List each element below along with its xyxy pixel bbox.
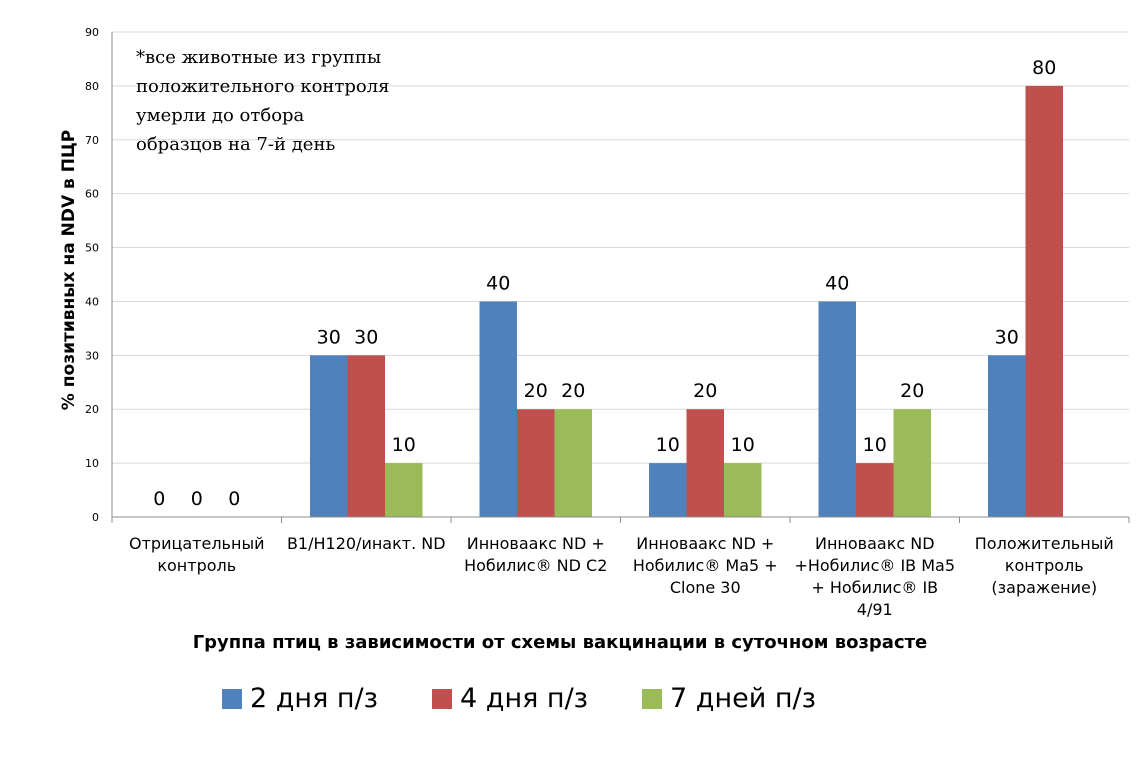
bar (686, 409, 724, 517)
bar (818, 301, 856, 517)
y-tick-label: 0 (92, 511, 99, 524)
bar (1025, 85, 1063, 517)
legend-label: 4 дня п/з (460, 683, 589, 714)
data-label: 10 (392, 434, 416, 456)
y-tick-label: 40 (85, 295, 99, 308)
bar (385, 463, 423, 517)
data-label: 20 (561, 380, 585, 402)
x-tick-label: Инноваакс ND + Нобилис® Ma5 + Clone 30 (632, 534, 778, 597)
y-tick-label: 10 (85, 457, 99, 470)
data-label: 0 (228, 488, 240, 510)
bar (517, 409, 555, 517)
y-tick-label: 70 (85, 134, 99, 147)
bars (310, 85, 1063, 517)
bar (649, 463, 687, 517)
data-label: 40 (486, 272, 510, 294)
x-tick-label: Положительный контроль (заражение) (974, 534, 1114, 597)
data-label: 30 (995, 326, 1019, 348)
bar (347, 355, 385, 517)
y-tick-label: 80 (85, 80, 99, 93)
bar (554, 409, 592, 517)
y-tick-label: 30 (85, 349, 99, 362)
x-tick-label: Отрицательный контроль (129, 534, 265, 575)
bar (856, 463, 894, 517)
bar (724, 463, 762, 517)
data-label: 40 (825, 272, 849, 294)
y-axis-label: % позитивных на NDV в ПЦР (59, 130, 79, 410)
data-label: 0 (153, 488, 165, 510)
legend-swatch (222, 688, 242, 709)
legend-item: 2 дня п/з (222, 683, 378, 714)
data-label: 30 (354, 326, 378, 348)
data-label: 0 (191, 488, 203, 510)
data-label: 20 (524, 380, 548, 402)
bar (479, 301, 517, 517)
y-axis-ticks: 0 10 20 30 40 50 60 70 80 90 (85, 26, 99, 524)
data-label: 10 (863, 434, 887, 456)
legend-swatch (642, 688, 663, 709)
x-axis-label: Группа птиц в зависимости от схемы вакци… (192, 632, 928, 653)
y-tick-label: 20 (85, 403, 99, 416)
axes (111, 32, 1130, 523)
data-label: 20 (900, 380, 924, 402)
data-label: 30 (317, 326, 341, 348)
legend: 2 дня п/з 4 дня п/з 7 дней п/з (222, 683, 870, 714)
gridlines (112, 31, 1129, 464)
bar (893, 409, 931, 517)
bar (310, 355, 348, 517)
data-labels: 0 0 0 30 30 10 40 20 20 10 20 10 40 10 20 30 80 (153, 57, 1056, 510)
data-label: 20 (693, 380, 717, 402)
legend-item: 4 дня п/з (432, 683, 588, 714)
legend-item: 7 дней п/з (642, 683, 816, 714)
x-tick-label: B1/H120/инакт. ND (286, 534, 446, 553)
y-tick-label: 50 (85, 242, 99, 255)
x-tick-label: Инноваакс ND +Нобилис® IB Ma5 + Нобилис®… (794, 534, 956, 619)
legend-label: 7 дней п/з (670, 683, 816, 714)
legend-label: 2 дня п/з (250, 683, 379, 714)
legend-swatch (432, 688, 453, 709)
data-label: 80 (1032, 57, 1056, 79)
chart-annotation: *все животные из группы положительного к… (136, 47, 390, 155)
y-tick-label: 90 (85, 26, 99, 39)
x-tick-label: Инноваакс ND + Нобилис® ND C2 (464, 534, 608, 575)
data-label: 10 (731, 434, 755, 456)
data-label: 10 (656, 434, 680, 456)
bar (988, 355, 1026, 517)
y-tick-label: 60 (85, 188, 99, 201)
